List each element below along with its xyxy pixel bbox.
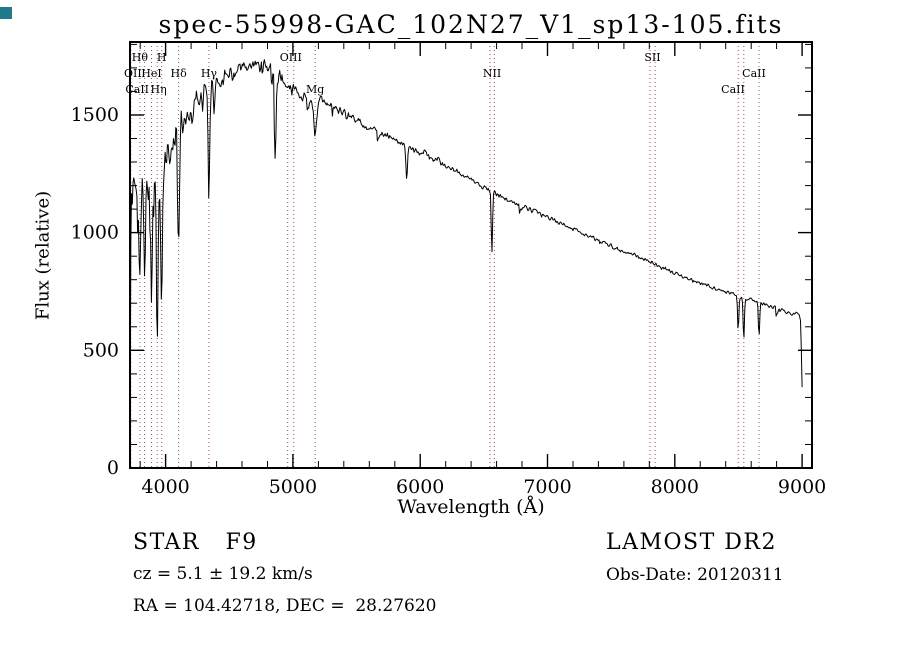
y-tick-label: 1000 <box>71 222 119 244</box>
spectral-line-label: Hγ <box>201 67 218 80</box>
spectral-line-label: HeI <box>141 67 161 80</box>
spectral-line-label: CaII <box>721 83 745 96</box>
spectral-line-label: OIII <box>280 51 302 64</box>
spectral-line-label: SII <box>644 51 660 64</box>
spectral-line-label: Hδ <box>170 67 187 80</box>
spectral-line-label: CaII <box>125 83 149 96</box>
x-tick-label: 7000 <box>523 476 571 498</box>
spectral-line-label: H <box>157 51 167 64</box>
y-tick-label: 500 <box>83 339 119 361</box>
spectral-line-label: CaII <box>742 67 766 80</box>
annotation-star-class: STAR F9 <box>133 530 258 555</box>
annotation-redshift-velocity: cz = 5.1 ± 19.2 km/s <box>133 564 313 584</box>
y-axis-label: Flux (relative) <box>32 190 54 321</box>
y-tick-label: 0 <box>107 457 119 479</box>
x-axis-label: Wavelength (Å) <box>397 496 545 518</box>
x-tick-label: 6000 <box>396 476 444 498</box>
corner-artifact <box>0 7 12 19</box>
y-tick-label: 1500 <box>71 104 119 126</box>
plot-title: spec-55998-GAC_102N27_V1_sp13-105.fits <box>158 10 784 39</box>
annotation-ra-dec: RA = 104.42718, DEC = 28.27620 <box>133 596 437 616</box>
spectral-line-label: Hθ <box>132 51 149 64</box>
annotation-obs-date: Obs-Date: 20120311 <box>606 565 784 585</box>
annotation-survey-name: LAMOST DR2 <box>606 530 777 555</box>
spectral-line-label: Hη <box>151 83 167 96</box>
x-tick-label: 4000 <box>141 476 189 498</box>
x-tick-label: 9000 <box>778 476 826 498</box>
plot-frame <box>129 41 813 469</box>
x-tick-label: 5000 <box>269 476 317 498</box>
spectral-line-label: NII <box>483 67 501 80</box>
spectrum-trace <box>129 59 803 462</box>
spectral-line-label: Mg <box>306 83 324 96</box>
spectral-line-label: OII <box>124 67 142 80</box>
x-tick-label: 8000 <box>651 476 699 498</box>
